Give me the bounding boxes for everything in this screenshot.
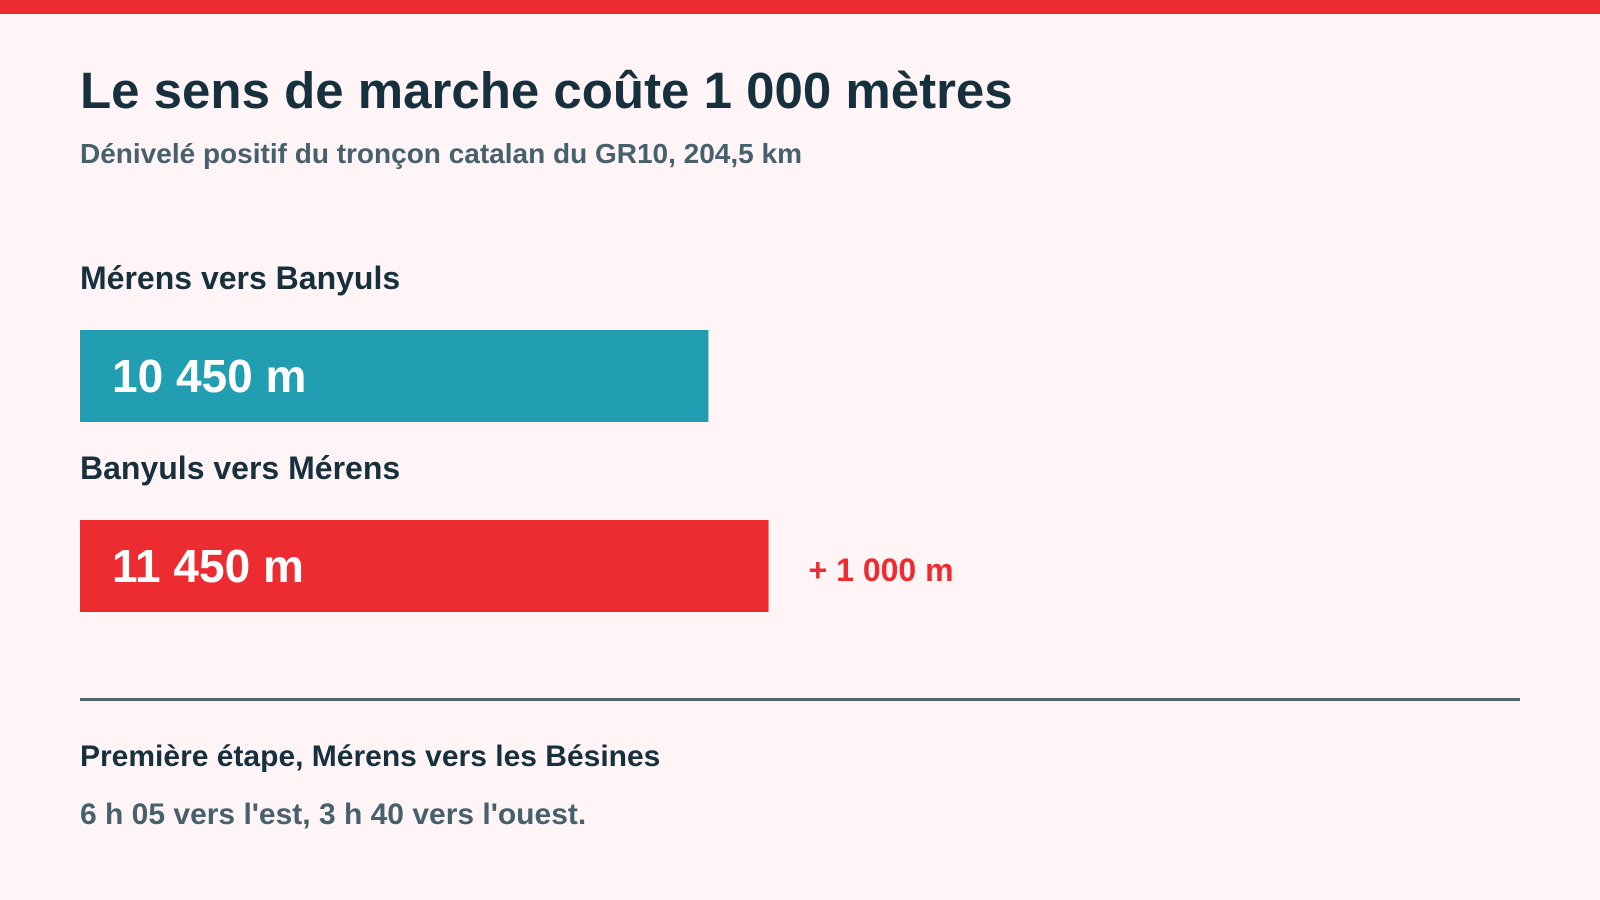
footnote-title: Première étape, Mérens vers les Bésines	[80, 740, 661, 773]
chart-subtitle: Dénivelé positif du tronçon catalan du G…	[80, 138, 802, 169]
category-label-merens-banyuls: Mérens vers Banyuls	[80, 260, 400, 296]
top-accent-bar	[0, 0, 1600, 14]
section-divider	[80, 698, 1520, 701]
bar-merens-banyuls	[80, 330, 709, 422]
difference-annotation: + 1 000 m	[809, 552, 954, 588]
footnote-body: 6 h 05 vers l'est, 3 h 40 vers l'ouest.	[80, 798, 587, 831]
bar-chart: Mérens vers Banyuls 10 450 m Banyuls vers …	[80, 260, 954, 612]
value-label-banyuls-merens: 11 450 m	[112, 540, 304, 592]
category-label-banyuls-merens: Banyuls vers Mérens	[80, 450, 400, 486]
chart-title: Le sens de marche coûte 1 000 mètres	[80, 62, 1013, 119]
value-label-merens-banyuls: 10 450 m	[112, 350, 306, 402]
bar-banyuls-merens	[80, 520, 769, 612]
